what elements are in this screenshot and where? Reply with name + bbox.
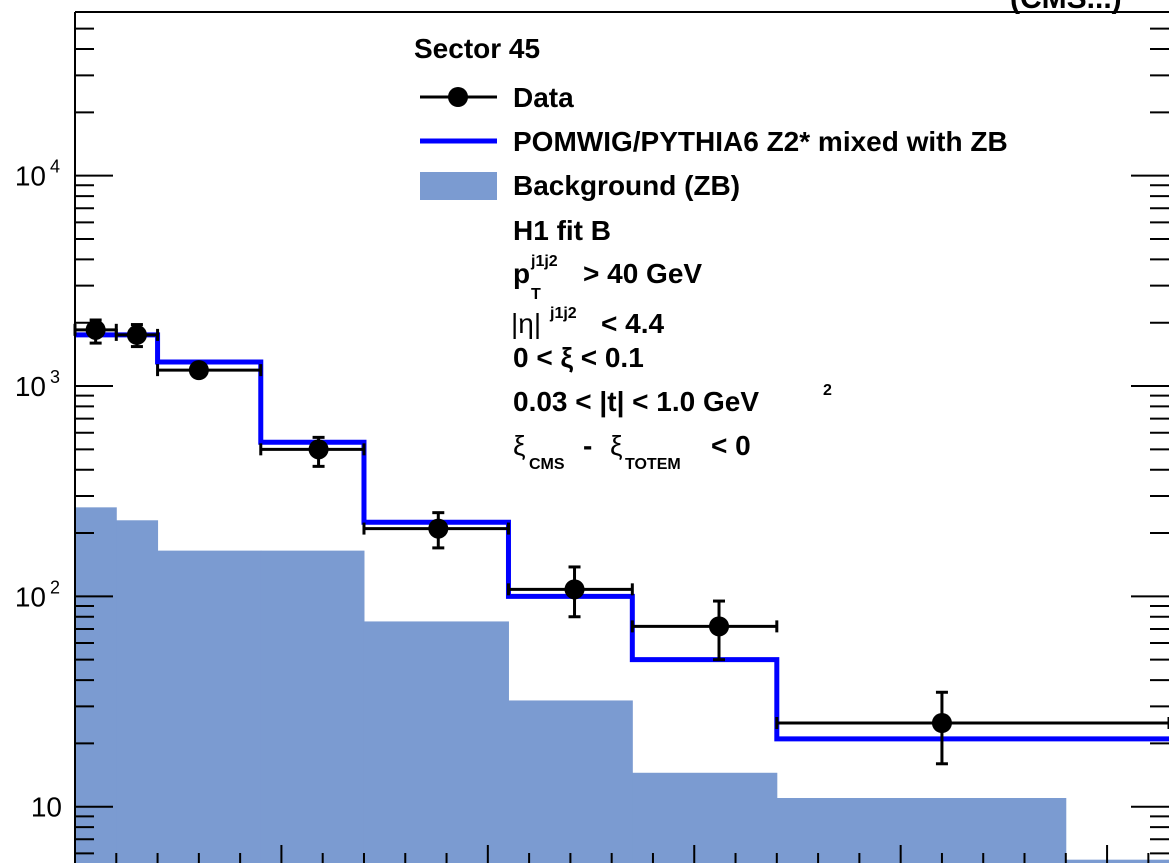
background-bar [157,550,262,863]
background-bar [116,520,159,863]
data-marker [188,360,209,381]
data-marker [709,616,730,637]
data-marker [308,439,329,460]
cut-eta-sup: j1j2 [549,305,577,322]
background-bar [632,772,778,863]
top-label: (CMS...) [1010,0,1122,15]
legend-label-mc: POMWIG/PYTHIA6 Z2* mixed with ZB [513,126,1008,157]
cut-eta-rest: < 4.4 [601,308,664,339]
legend-label-bg: Background (ZB) [513,170,740,201]
y-tick-label-exponent: 4 [50,157,60,177]
cut-fit: H1 fit B [513,215,611,246]
data-point [630,599,779,662]
data-point [114,323,160,349]
cut-xi-diff-a-sub: CMS [529,456,565,473]
cut-xi-diff-b-sub: TOTEM [625,456,681,473]
legend-label-data: Data [513,82,574,113]
background-histogram [75,507,1169,863]
data-marker [126,324,147,345]
data-point [259,435,366,468]
cut-eta-symbol: |η| [511,308,541,339]
cut-t-sup: 2 [823,382,832,399]
legend-title: Sector 45 [414,33,540,64]
y-tick-label: 10 [15,371,46,402]
y-tick-label: 10 [15,581,46,612]
cut-xi: 0 < ξ < 0.1 [513,342,644,373]
cut-xi-diff-b: ξ [610,430,623,461]
background-bar [1065,859,1169,863]
background-bar [363,621,509,863]
background-bar [508,700,633,863]
cut-t: 0.03 < |t| < 1.0 GeV [513,386,759,417]
data-marker [931,713,952,734]
background-bar [776,798,1067,863]
cut-xi-diff-rest: < 0 [711,430,751,461]
cut-xi-diff-minus: - [583,430,592,461]
data-point [506,565,634,619]
data-point [362,511,510,550]
cut-xi-diff-a: ξ [513,430,526,461]
cut-pt-sup: j1j2 [530,253,558,270]
data-point [73,318,118,345]
legend-bg-marker [420,172,497,200]
data-marker [564,579,585,600]
y-tick-label: 10 [31,792,62,823]
data-points [73,318,1169,766]
cut-pt-sub: T [531,286,541,303]
legend: Sector 45 Data POMWIG/PYTHIA6 Z2* mixed … [414,33,1008,473]
cut-pt-p: p [513,258,530,289]
data-point [156,360,263,381]
background-bar [75,507,117,863]
y-tick-label-exponent: 3 [50,367,60,387]
cut-pt-rest: > 40 GeV [583,258,702,289]
y-tick-label: 10 [15,161,46,192]
data-marker [85,319,106,340]
background-bar [260,550,365,863]
data-marker [428,518,449,539]
legend-data-marker-dot [448,87,468,107]
axes [74,11,1169,863]
data-point [775,690,1169,766]
y-tick-label-exponent: 2 [50,577,60,597]
